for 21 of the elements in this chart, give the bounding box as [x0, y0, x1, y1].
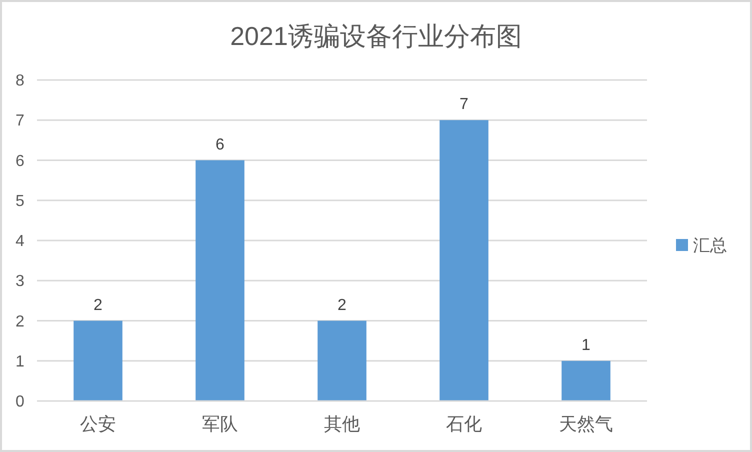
x-tick-label: 天然气: [559, 414, 613, 434]
data-label: 7: [460, 96, 468, 114]
y-tick-label: 0: [16, 394, 24, 410]
data-label: 1: [582, 336, 590, 354]
y-tick-label: 8: [16, 72, 24, 90]
y-tick-label: 7: [16, 112, 24, 130]
data-label: 2: [338, 296, 346, 314]
legend-label: 汇总: [693, 236, 727, 255]
x-tick-label: 军队: [202, 414, 238, 434]
data-label: 2: [94, 296, 102, 314]
y-tick-label: 3: [16, 273, 24, 290]
x-tick-label: 石化: [446, 414, 482, 434]
y-tick-label: 6: [16, 152, 24, 170]
title: 2021诱骗设备行业分布图: [230, 21, 522, 51]
y-tick-label: 1: [16, 353, 24, 370]
y-tick-label: 4: [16, 233, 24, 250]
y-tick-label: 2: [16, 313, 24, 330]
x-tick-label: 其他: [324, 414, 360, 434]
data-label: 6: [216, 136, 224, 154]
x-tick-label: 公安: [80, 414, 116, 434]
y-tick-label: 5: [16, 192, 24, 210]
